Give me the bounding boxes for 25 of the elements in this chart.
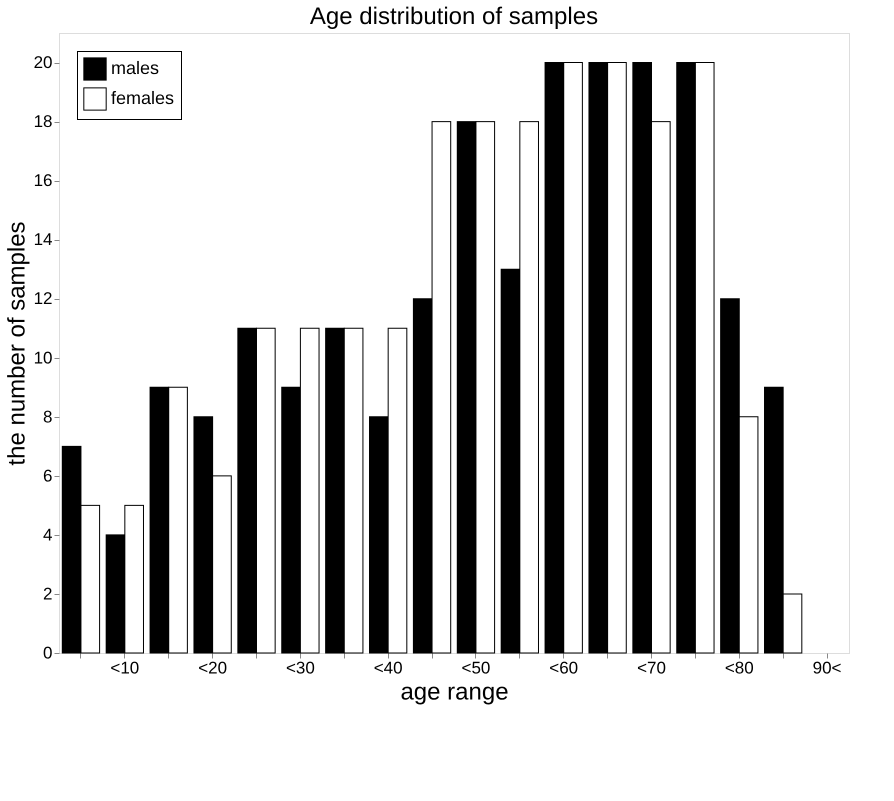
y-tick-label: 12 xyxy=(34,289,52,308)
legend-label: females xyxy=(111,88,174,108)
y-tick-label: 18 xyxy=(34,112,52,132)
y-tick-label: 20 xyxy=(34,53,52,72)
y-tick-label: 4 xyxy=(43,525,52,544)
x-axis-title: age range xyxy=(400,678,509,706)
y-tick-label: 16 xyxy=(34,171,52,190)
chart-title: Age distribution of samples xyxy=(310,3,598,30)
x-tick-label: <50 xyxy=(462,658,490,678)
x-tick-label: <20 xyxy=(198,658,228,678)
y-tick-label: 0 xyxy=(43,644,52,662)
legend-label: males xyxy=(111,58,160,78)
x-tick-label: <70 xyxy=(637,658,666,678)
y-tick-label: 2 xyxy=(43,584,52,604)
x-tick-label: <80 xyxy=(724,658,754,678)
x-tick-label: <40 xyxy=(374,658,403,678)
y-tick-label: 10 xyxy=(34,348,52,368)
y-tick-label: 8 xyxy=(43,407,52,426)
x-tick-label: <60 xyxy=(549,658,578,678)
x-tick-label: <10 xyxy=(110,658,140,678)
x-tick-label: 90< xyxy=(812,658,842,678)
x-tick-label: <30 xyxy=(286,658,315,678)
y-tick-label: 6 xyxy=(43,466,52,486)
y-axis-title: the number of samples xyxy=(4,221,31,466)
y-tick-label: 14 xyxy=(34,230,52,250)
